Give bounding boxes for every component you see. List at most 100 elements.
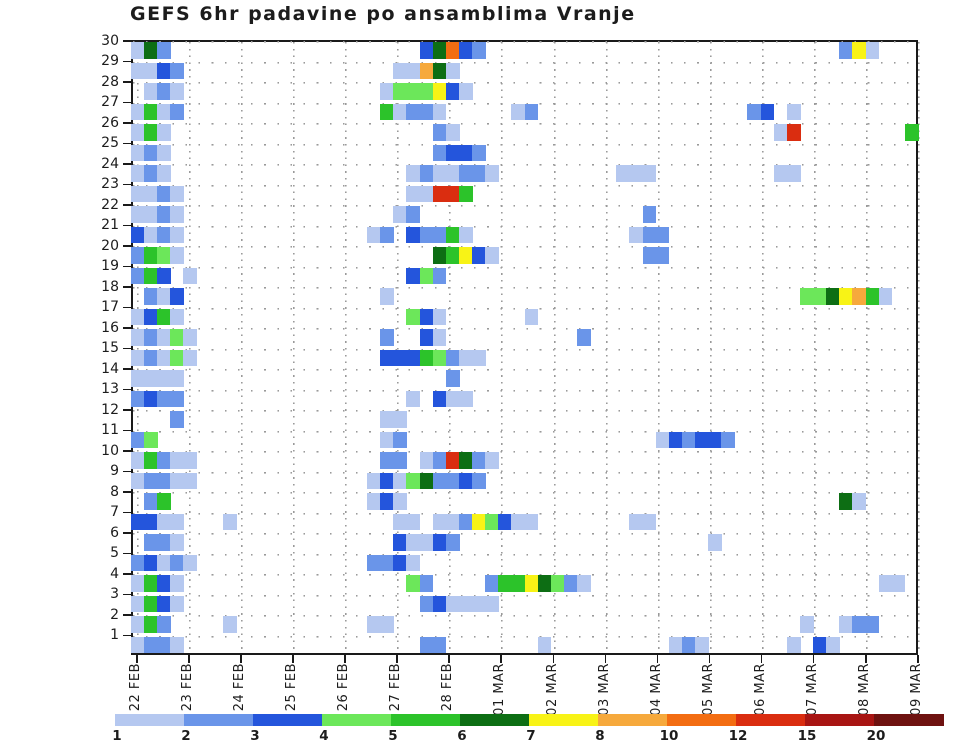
x-axis-tick: [812, 655, 815, 663]
gridline-h: [133, 389, 916, 392]
heatmap-cell: [458, 390, 473, 408]
gridline-v: [137, 42, 139, 653]
heatmap-cell: [157, 206, 171, 223]
heatmap-cell: [144, 247, 158, 264]
heatmap-cell: [380, 83, 394, 100]
heatmap-cell: [144, 595, 158, 613]
heatmap-cell: [432, 595, 447, 613]
colorbar-label: 6: [457, 728, 467, 742]
heatmap-cell: [445, 226, 460, 244]
heatmap-cell: [406, 308, 421, 326]
y-axis-label: 14: [101, 360, 119, 377]
heatmap-cell: [445, 370, 460, 387]
heatmap-cell: [393, 554, 408, 572]
y-axis-label: 25: [101, 135, 119, 151]
gridline-h: [133, 430, 916, 433]
y-axis-tick: [123, 306, 131, 309]
heatmap-cell: [485, 452, 499, 469]
gridline-h: [133, 225, 916, 228]
heatmap-cell: [642, 247, 657, 264]
heatmap-cell: [170, 370, 185, 387]
heatmap-cell: [144, 165, 158, 182]
y-axis-tick: [123, 286, 131, 288]
gridline-v: [553, 42, 556, 653]
heatmap-cell: [642, 206, 657, 223]
heatmap-cell: [144, 349, 158, 367]
x-axis-label: 09 MAR: [909, 663, 924, 716]
heatmap-cell: [472, 472, 486, 490]
y-axis-label: 16: [101, 319, 119, 336]
x-axis-label: 07 MAR: [804, 663, 820, 716]
heatmap-cell: [432, 124, 447, 141]
y-axis-label: 29: [101, 53, 119, 69]
heatmap-cell: [131, 267, 145, 285]
colorbar-label: 12: [728, 728, 748, 742]
heatmap-cell: [839, 288, 853, 305]
heatmap-cell: [131, 329, 145, 346]
heatmap-cell: [485, 575, 499, 592]
heatmap-cell: [419, 83, 434, 100]
heatmap-cell: [852, 616, 867, 633]
gridline-v: [189, 42, 192, 653]
heatmap-cell: [419, 103, 434, 121]
y-axis-label: 4: [110, 565, 119, 582]
gridline-h: [133, 143, 916, 146]
heatmap-cell: [432, 226, 447, 244]
heatmap-cell: [550, 575, 565, 592]
heatmap-cell: [419, 575, 434, 592]
heatmap-cell: [144, 431, 158, 449]
y-axis-tick: [123, 142, 131, 145]
y-axis-tick: [123, 327, 131, 329]
heatmap-cell: [445, 185, 460, 203]
heatmap-cell: [144, 636, 158, 654]
heatmap-cell: [458, 349, 473, 367]
heatmap-cell: [773, 124, 788, 141]
x-axis-label: 27 FEB: [388, 663, 404, 712]
heatmap-cell: [432, 185, 447, 203]
heatmap-cell: [170, 390, 185, 408]
heatmap-cell: [786, 636, 801, 654]
y-axis-label: 17: [101, 299, 119, 315]
x-axis-label: 22 FEB: [128, 663, 143, 712]
colorbar: [115, 714, 944, 726]
gridline-v: [397, 42, 400, 653]
y-axis-tick: [123, 491, 131, 493]
heatmap-cell: [157, 83, 171, 100]
heatmap-cell: [131, 616, 145, 633]
heatmap-cell: [380, 554, 394, 572]
colorbar-segment: [391, 714, 461, 726]
heatmap-cell: [760, 103, 775, 121]
heatmap-cell: [170, 411, 185, 428]
gridline-v: [605, 42, 608, 653]
gridline-h: [133, 615, 916, 617]
colorbar-label: 8: [595, 728, 605, 742]
y-axis-tick: [123, 245, 131, 247]
heatmap-cell: [131, 103, 145, 121]
gridline-v: [709, 42, 712, 653]
heatmap-cell: [432, 103, 447, 121]
y-axis-label: 26: [101, 114, 119, 131]
heatmap-cell: [406, 575, 421, 592]
x-axis-label: 23 FEB: [180, 663, 196, 712]
heatmap-cell: [170, 185, 185, 203]
heatmap-cell: [419, 595, 434, 613]
heatmap-cell: [170, 103, 185, 121]
y-axis-tick: [123, 40, 131, 42]
heatmap-cell: [144, 390, 158, 408]
heatmap-cell: [524, 103, 539, 121]
heatmap-cell: [498, 575, 512, 592]
heatmap-cell: [393, 206, 408, 223]
heatmap-cell: [380, 288, 394, 305]
heatmap-cell: [865, 616, 880, 633]
heatmap-cell: [537, 636, 552, 654]
y-axis-label: 8: [110, 483, 119, 500]
x-axis-tick: [292, 655, 294, 663]
heatmap-cell: [472, 165, 486, 182]
heatmap-cell: [144, 226, 158, 244]
heatmap-cell: [380, 349, 394, 367]
heatmap-cell: [445, 534, 460, 551]
heatmap-cell: [432, 636, 447, 654]
heatmap-cell: [668, 636, 683, 654]
heatmap-cell: [144, 267, 158, 285]
heatmap-cell: [157, 308, 171, 326]
